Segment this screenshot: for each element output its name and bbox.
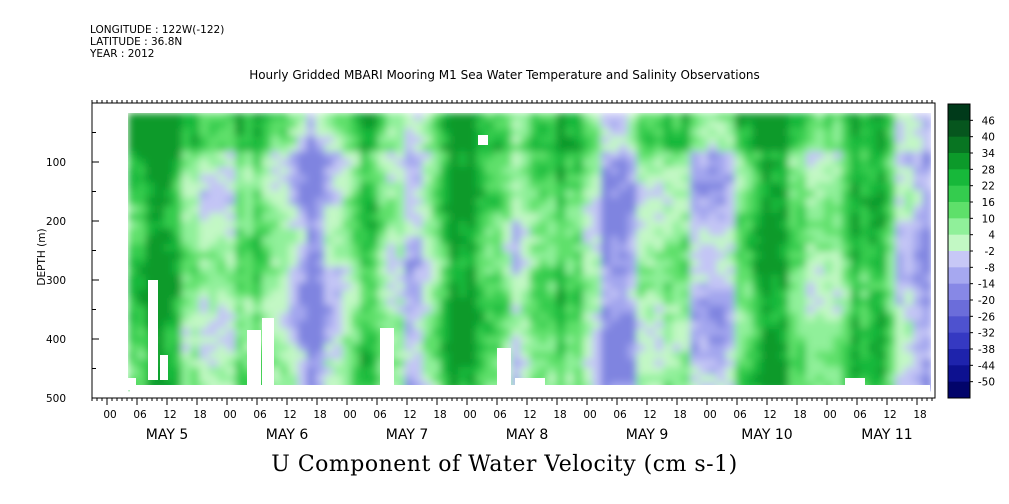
x-axis: 00 06 12 18 00 06 12 18 00 06 12 18 00 06 12 18 00 06 12 18… [91, 100, 933, 443]
x-hour-label: 00 [463, 409, 476, 421]
missing-data [160, 355, 168, 380]
variable-title: U Component of Water Velocity (cm s-1) [271, 452, 738, 477]
colorbar-swatch [948, 332, 970, 350]
x-hour-label: 18 [553, 409, 566, 421]
colorbar-label: -32 [978, 328, 995, 340]
x-hour-label: 06 [853, 409, 867, 421]
colorbar-label: 16 [982, 197, 996, 209]
missing-data [247, 330, 261, 390]
data-gaps [92, 103, 935, 398]
missing-data [931, 103, 935, 398]
missing-data [262, 318, 274, 388]
colorbar-label: 40 [982, 132, 995, 144]
colorbar-swatch [948, 202, 970, 219]
x-day-label: MAY 11 [861, 427, 912, 443]
x-hour-label: 18 [433, 409, 446, 421]
missing-data [130, 385, 930, 398]
x-day-label: MAY 6 [266, 427, 309, 443]
missing-data [92, 103, 935, 113]
missing-data [380, 328, 394, 388]
x-hour-label: 06 [493, 409, 507, 421]
y-tick-label: 100 [46, 157, 66, 169]
x-hour-label: 18 [793, 409, 806, 421]
colorbar-label: -50 [978, 377, 995, 389]
colorbar-label: -14 [978, 279, 995, 291]
missing-data [92, 103, 128, 398]
colorbar-swatch [948, 185, 970, 203]
x-hour-label: 12 [163, 409, 176, 421]
x-hour-label: 12 [763, 409, 776, 421]
plot-title: Hourly Gridded MBARI Mooring M1 Sea Wate… [249, 68, 760, 82]
colorbar-label: 28 [982, 164, 995, 176]
year-label: YEAR : 2012 [90, 48, 155, 60]
x-hour-label: 12 [523, 409, 536, 421]
x-day-label: MAY 9 [626, 427, 668, 443]
x-hour-label: 00 [703, 409, 716, 421]
colorbar-swatch [948, 104, 970, 121]
missing-data [148, 280, 158, 380]
colorbar-label: -44 [978, 360, 995, 372]
x-day-label: MAY 8 [506, 427, 548, 443]
x-hour-label: 12 [403, 409, 416, 421]
missing-data [128, 378, 136, 390]
colorbar-swatch [948, 120, 970, 138]
x-hour-label: 18 [313, 409, 326, 421]
colorbar-swatch [948, 136, 970, 154]
longitude-label: LONGITUDE : 122W(-122) [90, 24, 225, 36]
x-hour-label: 18 [913, 409, 926, 421]
colorbar-label: 46 [982, 115, 996, 127]
x-hour-label: 00 [823, 409, 836, 421]
colorbar-label: 4 [988, 230, 995, 242]
x-day-label: MAY 10 [741, 427, 792, 443]
colorbar-swatch [948, 300, 970, 317]
y-tick-label: 400 [46, 334, 66, 346]
colorbar-label: -20 [978, 295, 995, 307]
missing-data [478, 135, 488, 145]
colorbar-label: -38 [978, 344, 995, 356]
colorbar: 46 40 34 28 22 16 10 4 -2 -8 -14 -20 -26 -32 -38 -44 -50 [947, 103, 996, 399]
colorbar-swatch [948, 169, 970, 187]
y-tick-label: 300 [46, 275, 66, 287]
colorbar-swatch [948, 349, 970, 366]
colorbar-label: 22 [982, 181, 995, 193]
colorbar-swatch [948, 251, 970, 268]
x-hour-label: 06 [373, 409, 387, 421]
y-tick-label: 200 [46, 216, 66, 228]
x-hour-label: 06 [733, 409, 747, 421]
velocity-field [128, 113, 933, 392]
x-hour-label: 18 [193, 409, 206, 421]
colorbar-swatch [948, 365, 970, 383]
x-hour-label: 12 [883, 409, 896, 421]
y-tick-label: 500 [46, 393, 66, 405]
colorbar-swatch [948, 234, 970, 252]
x-hour-label: 00 [343, 409, 356, 421]
x-hour-label: 06 [613, 409, 627, 421]
x-hour-label: 00 [103, 409, 116, 421]
colorbar-swatch [948, 267, 970, 285]
colorbar-swatch [948, 316, 970, 334]
x-hour-label: 00 [223, 409, 236, 421]
x-hour-label: 00 [583, 409, 596, 421]
x-day-label: MAY 5 [146, 427, 188, 443]
x-hour-label: 12 [643, 409, 656, 421]
y-axis-label: DEPTH (m) [36, 228, 48, 285]
colorbar-label: -8 [985, 262, 995, 274]
missing-data [497, 348, 511, 388]
x-hour-label: 18 [673, 409, 686, 421]
y-axis: 100 200 300 400 500 [46, 102, 99, 405]
x-hour-label: 06 [133, 409, 147, 421]
x-hour-label: 12 [283, 409, 296, 421]
colorbar-label: -2 [985, 246, 995, 258]
x-hour-label: 06 [253, 409, 267, 421]
colorbar-swatch [948, 283, 970, 301]
colorbar-label: -26 [978, 311, 995, 323]
x-day-label: MAY 7 [386, 427, 428, 443]
colorbar-swatch [948, 381, 970, 399]
latitude-label: LATITUDE : 36.8N [90, 36, 183, 48]
colorbar-swatch [948, 153, 970, 170]
colorbar-swatch [948, 218, 970, 236]
colorbar-label: 10 [982, 213, 995, 225]
colorbar-label: 34 [982, 148, 996, 160]
